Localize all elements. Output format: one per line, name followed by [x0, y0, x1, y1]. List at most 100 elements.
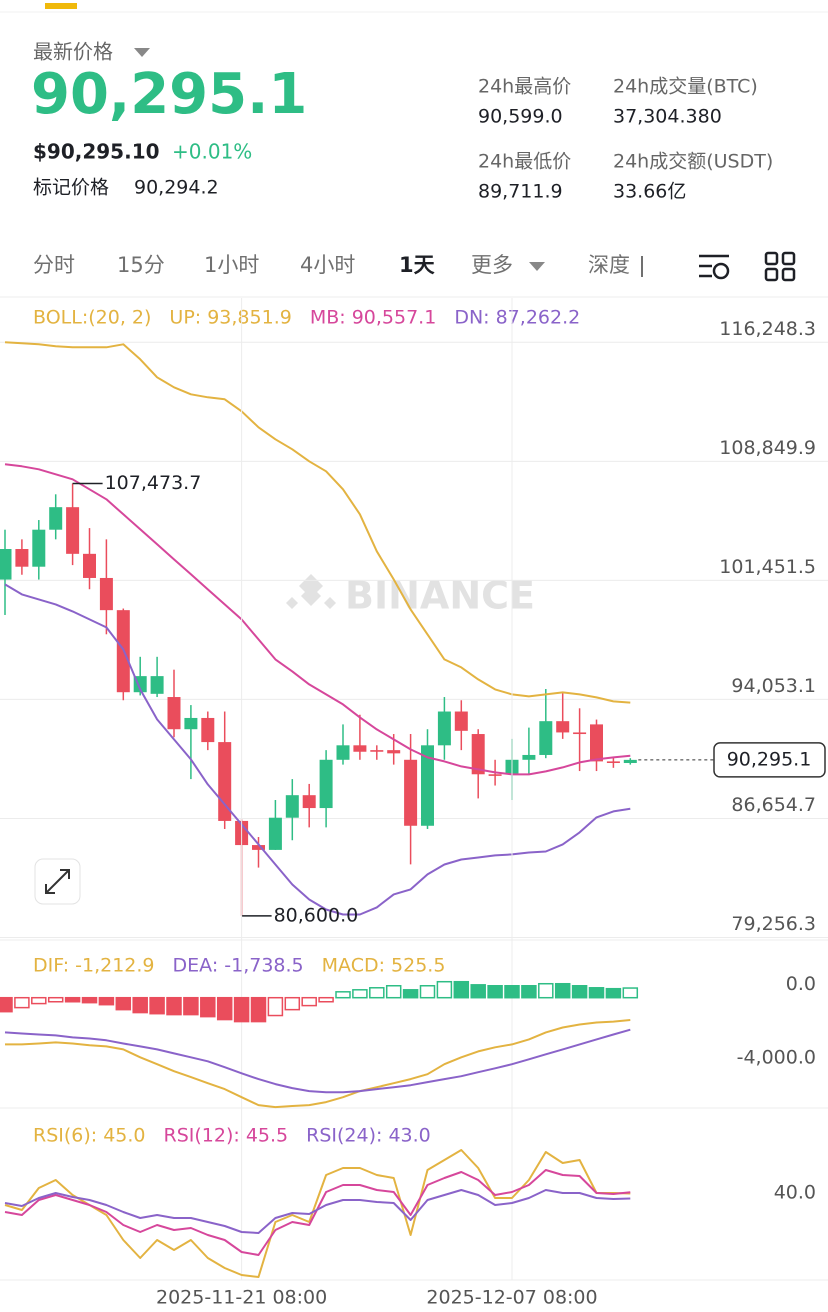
legend-item: DN: 87,262.2 [454, 307, 580, 329]
stat-label: 24h最低价 [478, 151, 571, 173]
series-line [4, 463, 631, 776]
macd-bar [64, 996, 81, 1003]
candle-body [488, 774, 502, 776]
macd-bar [183, 996, 199, 1016]
legend-item: DIF: -1,212.9 [33, 955, 155, 977]
tab[interactable]: 1小时 [204, 253, 259, 277]
candle-body [454, 711, 468, 731]
tab[interactable]: 深度 [588, 253, 630, 277]
candle-body [302, 795, 316, 809]
price-label[interactable]: 最新价格 [33, 40, 113, 64]
macd-bar [436, 980, 453, 999]
candle-body [167, 697, 181, 730]
macd-bar [81, 996, 98, 1004]
price-change: +0.01% [172, 140, 252, 164]
price-tag-label: 90,295.1 [727, 748, 812, 770]
mark-price-label: 标记价格 [33, 177, 109, 199]
y-tick-label: 79,256.3 [731, 913, 816, 935]
x-tick-label: 2025-12-07 08:00 [426, 1287, 597, 1309]
x-tick-label: 2025-11-21 08:00 [156, 1287, 327, 1309]
macd-bar [622, 987, 639, 999]
candle-body [437, 711, 451, 746]
candle-body [49, 507, 63, 530]
usd-price: $90,295.10 [33, 140, 160, 164]
macd-bar [132, 996, 148, 1014]
macd-bar [453, 980, 470, 999]
settings-icon[interactable] [699, 254, 730, 280]
dropdown-icon[interactable] [529, 262, 545, 271]
plot: 116,248.3 108,849.9 101,451.5 94,053.1 86,65… [0, 298, 828, 1309]
candle-body [590, 724, 603, 762]
macd-bar [301, 996, 317, 1007]
macd-bar [47, 996, 64, 1003]
macd-bar [216, 996, 233, 1021]
dropdown-icon[interactable] [134, 48, 150, 57]
candle-body [623, 759, 637, 764]
macd-bar [233, 996, 250, 1023]
macd-bar [250, 996, 267, 1023]
candle-body [387, 750, 401, 754]
y-tick-label: 94,053.1 [731, 675, 816, 697]
tab-active[interactable]: 1天 [399, 253, 436, 277]
expand-icon[interactable] [45, 869, 70, 894]
macd-bar [14, 996, 30, 1009]
candle-body [404, 759, 418, 826]
stat-value: 37,304.380 [613, 106, 722, 128]
macd-bar [267, 996, 284, 1017]
series-line [4, 583, 631, 916]
macd-bar [554, 982, 571, 999]
candle-body [184, 717, 198, 730]
macd-bar [149, 996, 165, 1015]
y-tick-label: 86,654.7 [731, 794, 816, 816]
legend-item: BOLL:(20, 2) [33, 307, 151, 329]
candle-body [0, 549, 12, 580]
macd-bar [98, 996, 115, 1006]
candle-body [336, 745, 350, 760]
macd-bar [318, 996, 334, 1003]
candle-body [252, 845, 265, 850]
legend-item: UP: 93,851.9 [169, 307, 291, 329]
macd-bar [352, 989, 368, 999]
candle-body [421, 745, 434, 826]
macd-bar [31, 996, 47, 1005]
mark-price: 90,294.2 [134, 177, 219, 199]
macd-bar [487, 985, 503, 999]
candle-body [370, 750, 384, 752]
series-line [5, 1019, 631, 1109]
candle-body [66, 507, 80, 554]
macd-bar [571, 985, 588, 999]
tab[interactable]: 分时 [33, 253, 75, 277]
price-tag [713, 742, 826, 778]
macd-bar [200, 996, 216, 1018]
candle-body [573, 732, 587, 735]
candle-body [201, 717, 215, 743]
legend-item: RSI(6): 45.0 [33, 1125, 146, 1147]
stat-label: 24h成交量(BTC) [613, 76, 758, 98]
macd-bar [0, 996, 13, 1013]
candle-body [539, 721, 553, 755]
series-line [4, 1189, 631, 1234]
stat-value: 33.66亿 [613, 181, 686, 203]
y-tick-label: 108,849.9 [719, 437, 816, 459]
candle-body [319, 759, 333, 809]
macd-bar [605, 987, 622, 999]
candle-body [556, 721, 570, 733]
tab[interactable]: 4小时 [300, 253, 355, 277]
legend-item: MACD: 525.5 [322, 955, 446, 977]
legend-item: RSI(12): 45.5 [164, 1125, 289, 1147]
candle-body [353, 745, 367, 752]
y-tick-label: 0.0 [786, 973, 816, 995]
candle-body [99, 577, 113, 611]
candle-body [15, 549, 29, 567]
tab[interactable]: 15分 [117, 253, 165, 277]
legend-item: DEA: -1,738.5 [173, 955, 304, 977]
tab[interactable]: 更多 [471, 253, 513, 277]
macd-bar [470, 984, 486, 999]
layout-icon[interactable] [764, 251, 796, 282]
macd-bar [588, 987, 605, 999]
candle-body [522, 754, 536, 760]
stat-value: 89,711.9 [478, 181, 563, 203]
